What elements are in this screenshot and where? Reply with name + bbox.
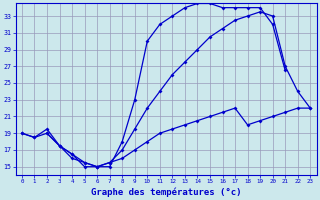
X-axis label: Graphe des températures (°c): Graphe des températures (°c) bbox=[91, 187, 241, 197]
